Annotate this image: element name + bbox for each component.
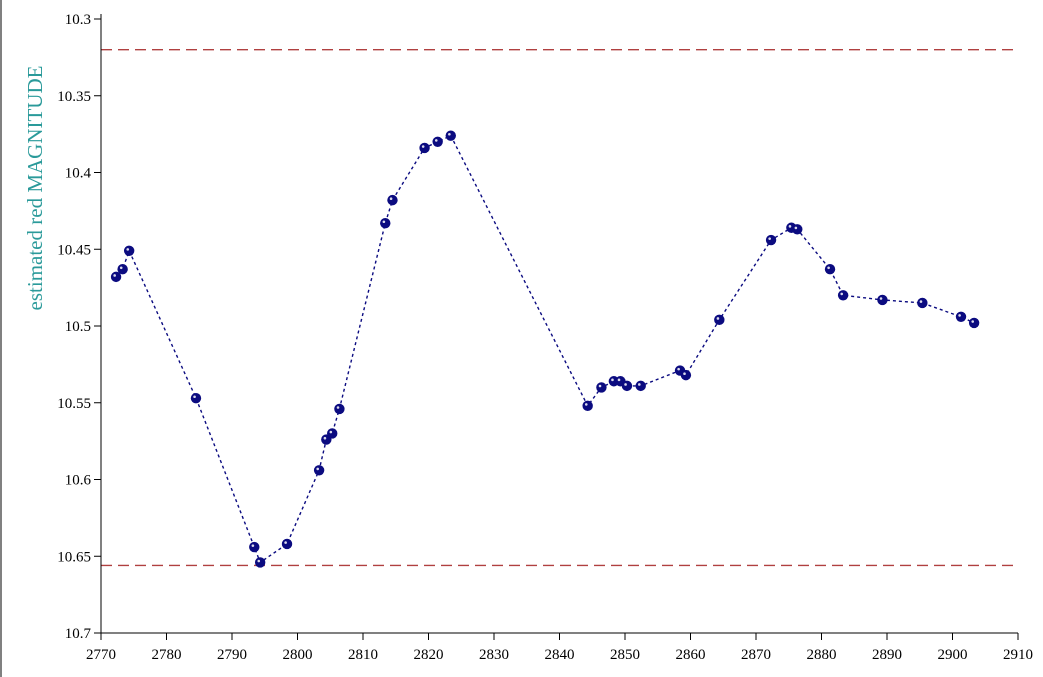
x-tick-label: 2800 — [283, 647, 313, 663]
data-point-highlight — [794, 226, 798, 230]
x-tick-label: 2780 — [152, 647, 182, 663]
data-point-highlight — [193, 395, 196, 399]
connector-polyline — [115, 134, 975, 564]
data-point — [432, 136, 443, 147]
y-tick-label: 10.35 — [57, 89, 91, 105]
reference-lines — [101, 49, 1018, 567]
data-point — [968, 317, 980, 329]
data-point — [596, 382, 607, 393]
data-point-highlight — [382, 220, 386, 224]
x-tick-label: 2850 — [610, 647, 640, 663]
data-point-highlight — [389, 197, 393, 201]
data-point — [380, 217, 391, 229]
data-point-highlight — [584, 403, 588, 406]
y-tick-label: 10.3 — [65, 12, 91, 28]
y-tick-label: 10.4 — [65, 166, 92, 182]
x-tick-label: 2810 — [348, 647, 378, 663]
data-point — [917, 297, 928, 309]
x-tick-label: 2790 — [217, 647, 247, 663]
data-point-highlight — [113, 274, 116, 277]
data-point — [110, 271, 122, 283]
data-point-highlight — [323, 436, 327, 440]
y-tick-label: 10.5 — [65, 319, 91, 335]
x-tick-label: 2910 — [1003, 647, 1033, 663]
data-point — [387, 194, 398, 206]
data-point-highlight — [716, 317, 720, 320]
data-point — [765, 234, 777, 246]
axes: 2770 2780 2790 2800 2810 2820 2830 2840 2850 2860… — [57, 12, 1033, 663]
connector-line — [115, 134, 975, 564]
x-tick-label: 2770 — [86, 647, 116, 663]
data-point-highlight — [421, 145, 425, 148]
x-tick-label: 2900 — [938, 647, 968, 663]
data-point — [254, 557, 266, 568]
y-tick-label: 10.7 — [65, 626, 92, 642]
data-point — [824, 264, 836, 275]
data-point — [877, 294, 888, 306]
data-points — [110, 130, 980, 568]
y-tick-label: 10.65 — [57, 549, 91, 565]
data-point — [635, 380, 646, 392]
data-point — [327, 428, 338, 439]
data-point-highlight — [434, 139, 438, 142]
data-point — [582, 400, 593, 412]
data-point — [792, 224, 803, 235]
data-point-highlight — [879, 297, 883, 300]
x-tick-label: 2890 — [872, 647, 902, 663]
data-point-highlight — [119, 266, 123, 270]
data-point-highlight — [677, 367, 680, 371]
data-point — [190, 392, 202, 404]
data-point-highlight — [448, 132, 451, 136]
data-point-highlight — [598, 384, 602, 388]
data-point-highlight — [251, 544, 255, 547]
data-point — [123, 245, 135, 256]
data-point-highlight — [336, 406, 340, 409]
data-point-highlight — [958, 314, 961, 317]
data-point — [445, 130, 456, 141]
data-point-highlight — [257, 559, 261, 563]
data-point-highlight — [284, 541, 287, 544]
data-point — [680, 369, 692, 381]
data-point — [117, 264, 128, 275]
data-point — [313, 465, 325, 476]
data-point-highlight — [768, 237, 771, 240]
y-tick-label: 10.45 — [57, 242, 91, 258]
data-point-highlight — [919, 300, 923, 303]
data-point — [837, 290, 849, 301]
x-tick-label: 2840 — [545, 647, 575, 663]
data-point — [714, 314, 725, 326]
x-tick-label: 2880 — [807, 647, 837, 663]
x-tick-label: 2830 — [479, 647, 509, 663]
x-tick-label: 2820 — [414, 647, 444, 663]
data-point-highlight — [840, 292, 844, 296]
data-point — [334, 403, 345, 415]
data-point-highlight — [611, 378, 614, 382]
data-point — [281, 538, 293, 550]
data-point-highlight — [638, 383, 641, 386]
data-point-highlight — [329, 430, 333, 434]
data-point-highlight — [683, 372, 686, 376]
data-point-highlight — [788, 225, 792, 228]
data-point-highlight — [316, 467, 320, 471]
data-point — [955, 311, 967, 322]
data-point — [419, 142, 430, 154]
data-point — [249, 541, 260, 553]
y-tick-label: 10.6 — [65, 473, 92, 489]
data-point-highlight — [827, 266, 830, 270]
data-point-highlight — [971, 320, 975, 323]
data-point-highlight — [624, 383, 627, 386]
data-point-highlight — [126, 248, 130, 251]
x-tick-label: 2860 — [676, 647, 706, 663]
x-tick-label: 2870 — [741, 647, 771, 663]
y-axis-label: estimated red MAGNITUDE — [23, 66, 47, 311]
data-point-highlight — [617, 378, 621, 382]
y-tick-label: 10.55 — [57, 396, 91, 412]
data-point — [621, 380, 633, 392]
